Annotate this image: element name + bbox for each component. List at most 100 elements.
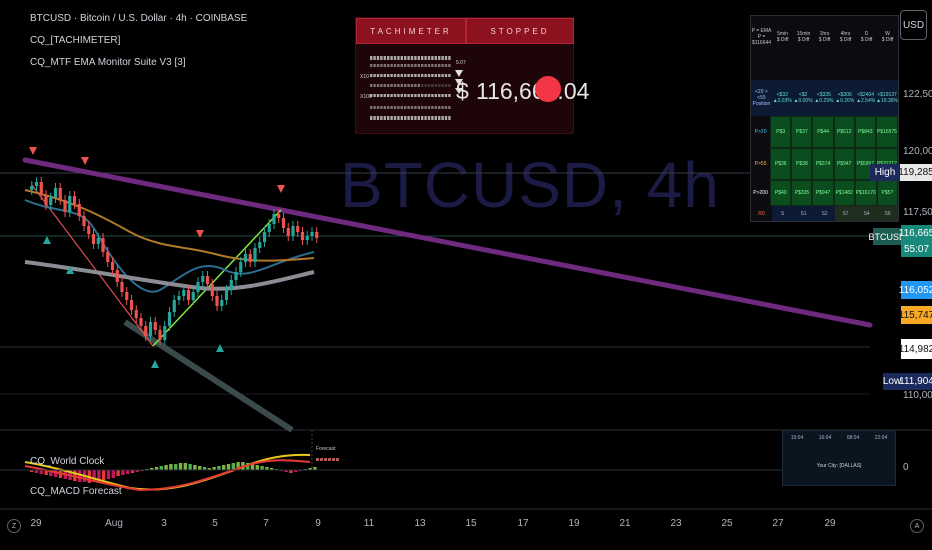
time-axis-tick: 27 <box>772 518 784 529</box>
macd-histogram-bar <box>174 464 178 470</box>
gauge-segment <box>376 84 380 87</box>
gauge-segment <box>400 84 403 87</box>
pivot-high-marker <box>29 147 37 155</box>
gauge-segment <box>427 106 431 109</box>
gauge-segment <box>370 116 373 120</box>
currency-button[interactable]: USD <box>900 10 927 40</box>
macd-histogram-bar <box>212 467 216 470</box>
gauge-segment <box>404 56 407 60</box>
mtf-row-label: P>55 <box>754 161 767 167</box>
gauge-segment <box>407 64 410 67</box>
macd-histogram-bar <box>97 470 101 481</box>
indicator-label-world-clock[interactable]: CQ_World Clock <box>30 456 105 467</box>
gauge-segment <box>397 94 400 97</box>
time-axis-tick: 5 <box>212 518 218 529</box>
symbol-watermark: BTCUSD, 4h <box>340 149 720 221</box>
mtf-value-cell: P$1482 <box>833 180 855 206</box>
pattern-line-red <box>31 184 154 347</box>
gauge-segment <box>431 106 434 109</box>
gauge-segment <box>390 74 393 77</box>
candle-body <box>186 290 191 300</box>
candle-body <box>115 270 119 282</box>
mtf-header-row: P = EMA P = $116644 5min $ Diff 15min $ Di… <box>751 16 898 58</box>
gauge-segment <box>376 74 380 77</box>
gauge-segment <box>380 94 383 97</box>
macd-histogram-bar <box>159 466 163 470</box>
candle-body <box>172 300 176 312</box>
indicator-label-tachimeter[interactable]: CQ_[TACHIMETER] <box>30 35 121 46</box>
go-to-start-button[interactable]: Z <box>7 519 21 533</box>
candle-body <box>239 262 243 272</box>
gauge-segment <box>397 116 400 120</box>
gauge-segment <box>380 84 383 87</box>
pivot-high-marker <box>277 185 285 193</box>
candle-body <box>215 296 219 306</box>
candle-body <box>139 318 143 326</box>
macd-histogram-bar <box>164 465 168 470</box>
macd-histogram-bar <box>284 470 288 472</box>
gauge-segment <box>414 106 417 109</box>
macd-histogram-bar <box>54 470 58 477</box>
gauge-segment <box>387 64 390 67</box>
candle-body <box>281 218 286 228</box>
gauge-segment <box>431 116 434 120</box>
gauge-segment <box>380 74 383 77</box>
candle-body <box>258 242 262 248</box>
macd-histogram-bar <box>34 470 39 473</box>
gauge-segment <box>387 116 390 120</box>
indicator-label-mtf-ema[interactable]: CQ_MTF EMA Monitor Suite V3 [3] <box>30 57 186 68</box>
gauge-segment <box>393 116 397 120</box>
gauge-segment <box>400 64 403 67</box>
macd-histogram-bar <box>217 466 221 470</box>
gauge-scale-label: X10 <box>360 74 369 80</box>
macd-histogram-bar <box>106 470 111 479</box>
mtf-value-cell: P$5? <box>876 180 898 206</box>
mtf-value-cell: P$612 <box>833 116 855 148</box>
gauge-segment <box>407 56 410 60</box>
gauge-segment <box>390 94 393 97</box>
mtf-value-cell: P$947 <box>833 148 855 180</box>
trendline-purple <box>22 157 873 328</box>
gauge-segment <box>393 74 397 77</box>
gauge-segment <box>370 106 373 109</box>
indicator-label-macd-forecast[interactable]: CQ_MACD Forecast <box>30 486 122 497</box>
mtf-ema-table: P = EMA P = $116644 5min $ Diff 15min $ Di… <box>750 15 899 222</box>
gauge-segment <box>427 84 431 87</box>
candle-body <box>296 226 300 232</box>
candle-body <box>191 292 195 300</box>
candle-body <box>158 330 162 340</box>
macd-histogram-bar <box>116 470 120 476</box>
candle-body <box>148 322 153 336</box>
gauge-segment <box>434 56 437 60</box>
macd-histogram-bar <box>78 470 82 482</box>
gauge-segment <box>376 116 380 120</box>
macd-histogram-bar <box>308 468 312 470</box>
mtf-position-cell: <$335 ▲0.29% <box>814 92 834 104</box>
gauge-segment <box>414 74 417 77</box>
mtf-value-cell: P$335 <box>791 180 813 206</box>
gauge-segment <box>421 94 424 97</box>
candle-body <box>310 232 314 236</box>
gauge-segment <box>410 74 414 77</box>
candle-body <box>53 188 58 198</box>
gauge-segment <box>397 84 400 87</box>
gauge-segment <box>383 56 386 60</box>
mtf-value-cell: S1 <box>793 206 814 221</box>
time-axis-tick: 3 <box>161 518 167 529</box>
time-axis-tick: 21 <box>619 518 631 529</box>
gauge-segment <box>448 116 451 120</box>
gauge-segment <box>400 74 403 77</box>
auto-scale-button[interactable]: A <box>910 519 924 533</box>
tachimeter-title: TACHIMETER <box>356 18 466 44</box>
gauge-segment <box>373 116 376 120</box>
mtf-value-cell: S7 <box>835 206 856 221</box>
forecast-bar <box>320 458 323 461</box>
gauge-segment <box>404 84 407 87</box>
ema-orange-line <box>24 189 315 262</box>
mtf-row: P>200 P$40 P$335 P$947 P$1482 P$16170 P$5? <box>751 180 898 206</box>
candle-body <box>315 232 319 238</box>
candle-body <box>220 300 224 306</box>
gauge-segment <box>424 116 427 120</box>
gauge-segment <box>410 94 414 97</box>
